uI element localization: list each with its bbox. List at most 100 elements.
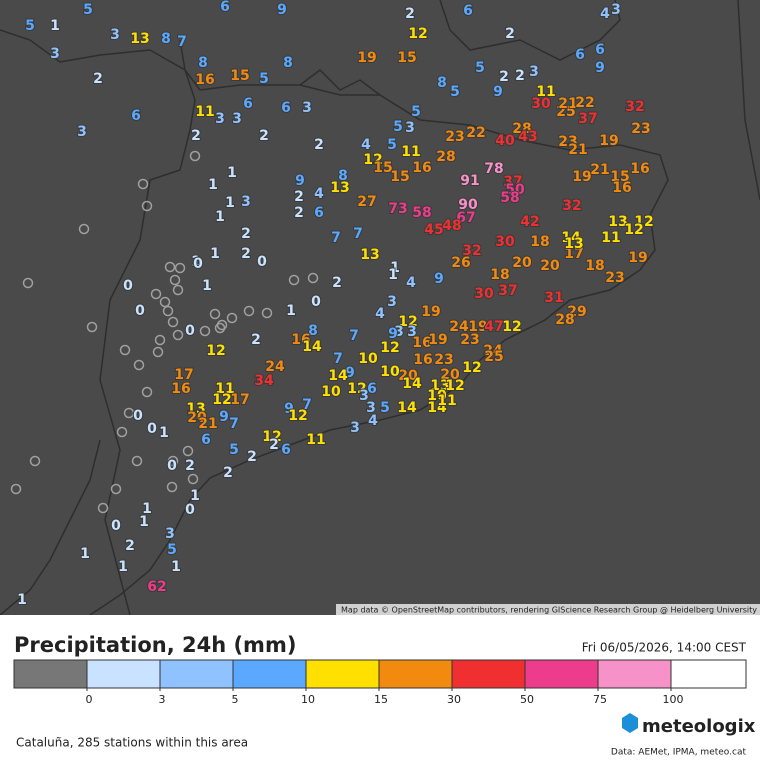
station-value: 2 bbox=[405, 6, 415, 22]
station-value: 8 bbox=[437, 75, 447, 91]
station-value: 3 bbox=[405, 120, 415, 136]
station-value: 4 bbox=[600, 6, 610, 22]
no-data-station bbox=[154, 334, 166, 346]
station-value: 2 bbox=[191, 128, 201, 144]
station-value: 0 bbox=[147, 421, 157, 437]
station-value: 8 bbox=[338, 168, 348, 184]
no-data-station bbox=[307, 272, 319, 284]
station-value: 43 bbox=[518, 129, 537, 145]
legend-tick-label: 3 bbox=[159, 693, 166, 706]
no-data-station bbox=[199, 325, 211, 337]
station-value: 11 bbox=[536, 84, 555, 100]
station-value: 48 bbox=[442, 218, 461, 234]
station-value: 12 bbox=[398, 314, 417, 330]
attribution: Map data © OpenStreetMap contributors, r… bbox=[341, 606, 757, 615]
station-value: 5 bbox=[475, 60, 485, 76]
station-value: 28 bbox=[436, 149, 455, 165]
station-value: 0 bbox=[193, 256, 203, 272]
no-data-station bbox=[167, 316, 179, 328]
map-background bbox=[0, 0, 760, 615]
station-value: 23 bbox=[445, 129, 464, 145]
station-value: 3 bbox=[359, 388, 369, 404]
no-data-station bbox=[29, 455, 41, 467]
station-value: 37 bbox=[578, 111, 597, 127]
station-value: 18 bbox=[585, 258, 604, 274]
station-value: 24 bbox=[265, 359, 285, 375]
station-value: 1 bbox=[190, 488, 200, 504]
station-value: 20 bbox=[398, 368, 418, 384]
legend-swatch bbox=[670, 659, 747, 689]
station-value: 17 bbox=[564, 246, 583, 262]
station-value: 12 bbox=[380, 340, 399, 356]
station-value: 5 bbox=[83, 2, 93, 18]
station-value: 5 bbox=[411, 104, 421, 120]
no-data-station bbox=[167, 455, 179, 467]
station-value: 16 bbox=[412, 160, 431, 176]
station-value: 21 bbox=[558, 96, 577, 112]
station-value: 9 bbox=[388, 326, 398, 342]
station-value: 12 bbox=[212, 392, 231, 408]
station-value: 1 bbox=[390, 260, 400, 276]
no-data-station bbox=[216, 319, 228, 331]
no-data-station bbox=[152, 346, 164, 358]
station-value: 3 bbox=[232, 111, 242, 127]
station-value: 45 bbox=[424, 222, 443, 238]
station-value: 2 bbox=[499, 69, 509, 85]
station-value: 3 bbox=[77, 124, 87, 140]
station-value: 21 bbox=[590, 162, 609, 178]
legend-swatch bbox=[13, 659, 88, 689]
station-value: 16 bbox=[612, 180, 631, 196]
station-value: 17 bbox=[174, 367, 193, 383]
station-value: 5 bbox=[259, 71, 269, 87]
legend-title: Precipitation, 24h (mm) bbox=[14, 633, 296, 657]
station-value: 7 bbox=[177, 34, 187, 50]
station-value: 1 bbox=[50, 18, 60, 34]
station-value: 5 bbox=[229, 442, 239, 458]
legend-swatch bbox=[451, 659, 526, 689]
station-value: 3 bbox=[241, 194, 251, 210]
station-value: 3 bbox=[350, 420, 360, 436]
legend-swatch bbox=[378, 659, 453, 689]
station-value: 4 bbox=[314, 186, 324, 202]
station-value: 11 bbox=[601, 230, 620, 246]
station-value: 1 bbox=[210, 246, 220, 262]
station-value: 8 bbox=[283, 55, 293, 71]
station-value: 5 bbox=[25, 18, 35, 34]
no-data-station bbox=[214, 322, 226, 334]
station-value: 5 bbox=[167, 542, 177, 558]
legend-tick-label: 10 bbox=[301, 693, 315, 706]
legend-tick-label: 30 bbox=[447, 693, 461, 706]
no-data-station bbox=[97, 502, 109, 514]
station-value: 7 bbox=[333, 351, 343, 367]
no-data-station bbox=[261, 307, 273, 319]
station-value: 3 bbox=[611, 2, 621, 18]
station-value: 1 bbox=[191, 254, 201, 270]
station-value: 13 bbox=[360, 247, 379, 263]
station-value: 20 bbox=[512, 255, 532, 271]
station-value: 21 bbox=[568, 142, 587, 158]
station-value: 12 bbox=[408, 26, 427, 42]
station-value: 62 bbox=[147, 579, 166, 595]
station-value: 3 bbox=[302, 100, 312, 116]
station-value: 23 bbox=[605, 270, 624, 286]
no-data-station bbox=[86, 321, 98, 333]
station-value: 16 bbox=[195, 72, 214, 88]
station-value: 1 bbox=[142, 501, 152, 517]
station-value: 9 bbox=[493, 84, 503, 100]
station-value: 2 bbox=[93, 71, 103, 87]
station-value: 13 bbox=[330, 180, 349, 196]
legend-tick-label: 0 bbox=[86, 693, 93, 706]
station-value: 23 bbox=[558, 134, 577, 150]
station-value: 14 bbox=[302, 339, 322, 355]
station-value: 1 bbox=[388, 267, 398, 283]
station-value: 16 bbox=[413, 352, 432, 368]
station-value: 11 bbox=[401, 144, 420, 160]
station-value: 1 bbox=[17, 592, 27, 608]
no-data-station bbox=[209, 308, 221, 320]
station-value: 8 bbox=[198, 55, 208, 71]
station-value: 10 bbox=[427, 388, 447, 404]
station-value: 78 bbox=[484, 161, 503, 177]
station-value: 2 bbox=[269, 437, 279, 453]
no-data-station bbox=[162, 305, 174, 317]
date: Fri 06/05/2026, 14:00 CEST bbox=[582, 641, 747, 655]
